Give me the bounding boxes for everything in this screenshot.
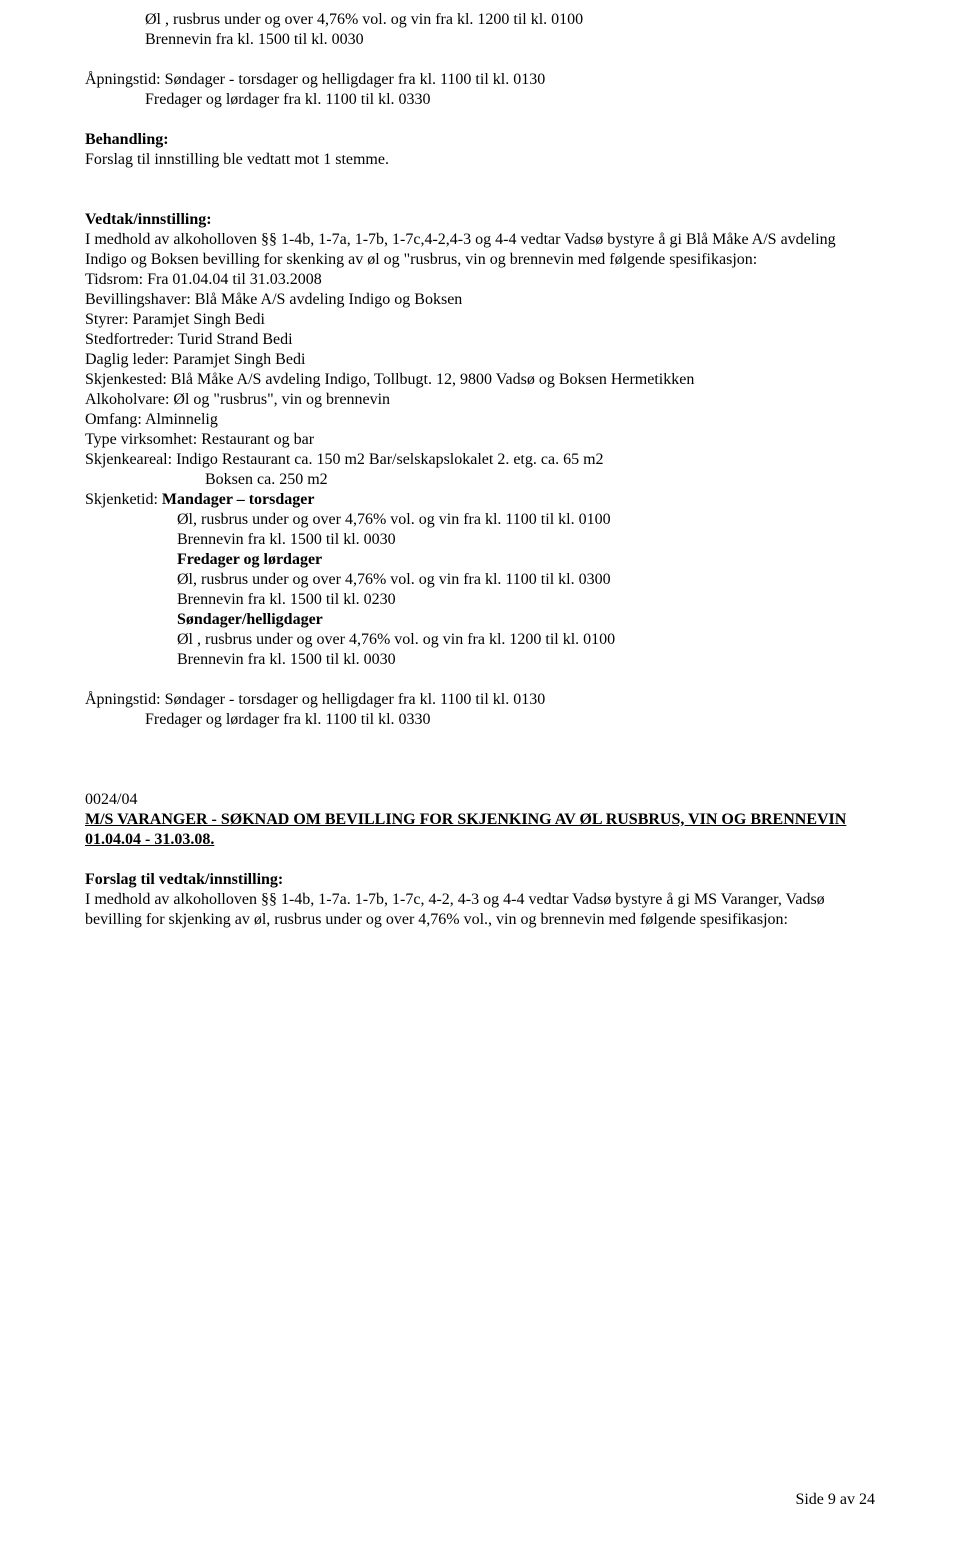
top-block-line2: Brennevin fra kl. 1500 til kl. 0030 <box>145 30 875 50</box>
group1-header: Mandager – torsdager <box>162 491 315 508</box>
opening2-line1: Åpningstid: Søndager - torsdager og hell… <box>85 690 875 710</box>
vedtak-stedfortreder: Stedfortreder: Turid Strand Bedi <box>85 330 875 350</box>
case-subheader: Forslag til vedtak/innstilling: <box>85 870 875 890</box>
group3-header: Søndager/helligdager <box>85 610 875 630</box>
opening1-line2: Fredager og lørdager fra kl. 1100 til kl… <box>145 90 875 110</box>
top-block-line1: Øl , rusbrus under og over 4,76% vol. og… <box>145 10 875 30</box>
group1-l2: Brennevin fra kl. 1500 til kl. 0030 <box>85 530 875 550</box>
vedtak-skjenkested: Skjenkested: Blå Måke A/S avdeling Indig… <box>85 370 875 390</box>
behandling-line1: Forslag til innstilling ble vedtatt mot … <box>85 150 875 170</box>
page-footer: Side 9 av 24 <box>795 1490 875 1510</box>
opening1-line1: Åpningstid: Søndager - torsdager og hell… <box>85 70 875 90</box>
group2-l2: Brennevin fra kl. 1500 til kl. 0230 <box>85 590 875 610</box>
vedtak-styrer: Styrer: Paramjet Singh Bedi <box>85 310 875 330</box>
group1-l1: Øl, rusbrus under og over 4,76% vol. og … <box>85 510 875 530</box>
vedtak-header: Vedtak/innstilling: <box>85 210 875 230</box>
case-title: M/S VARANGER - SØKNAD OM BEVILLING FOR S… <box>85 810 875 850</box>
vedtak-bevillingshaver: Bevillingshaver: Blå Måke A/S avdeling I… <box>85 290 875 310</box>
vedtak-tidsrom: Tidsrom: Fra 01.04.04 til 31.03.2008 <box>85 270 875 290</box>
case-number: 0024/04 <box>85 790 875 810</box>
vedtak-areal1: Skjenkeareal: Indigo Restaurant ca. 150 … <box>85 450 875 470</box>
behandling-header: Behandling: <box>85 130 875 150</box>
group3-l2: Brennevin fra kl. 1500 til kl. 0030 <box>85 650 875 670</box>
group3-l1: Øl , rusbrus under og over 4,76% vol. og… <box>85 630 875 650</box>
skjenketid-row: Skjenketid: Mandager – torsdager <box>85 490 875 510</box>
vedtak-alkoholvare: Alkoholvare: Øl og "rusbrus", vin og bre… <box>85 390 875 410</box>
vedtak-typevirk: Type virksomhet: Restaurant og bar <box>85 430 875 450</box>
case-text: I medhold av alkoholloven §§ 1-4b, 1-7a.… <box>85 890 875 930</box>
group2-header: Fredager og lørdager <box>85 550 875 570</box>
group2-l1: Øl, rusbrus under og over 4,76% vol. og … <box>85 570 875 590</box>
vedtak-p1: I medhold av alkoholloven §§ 1-4b, 1-7a,… <box>85 230 875 270</box>
vedtak-areal2: Boksen ca. 250 m2 <box>205 470 875 490</box>
opening2-line2: Fredager og lørdager fra kl. 1100 til kl… <box>145 710 875 730</box>
vedtak-omfang: Omfang: Alminnelig <box>85 410 875 430</box>
vedtak-dagligleder: Daglig leder: Paramjet Singh Bedi <box>85 350 875 370</box>
skjenketid-label: Skjenketid: <box>85 491 162 508</box>
